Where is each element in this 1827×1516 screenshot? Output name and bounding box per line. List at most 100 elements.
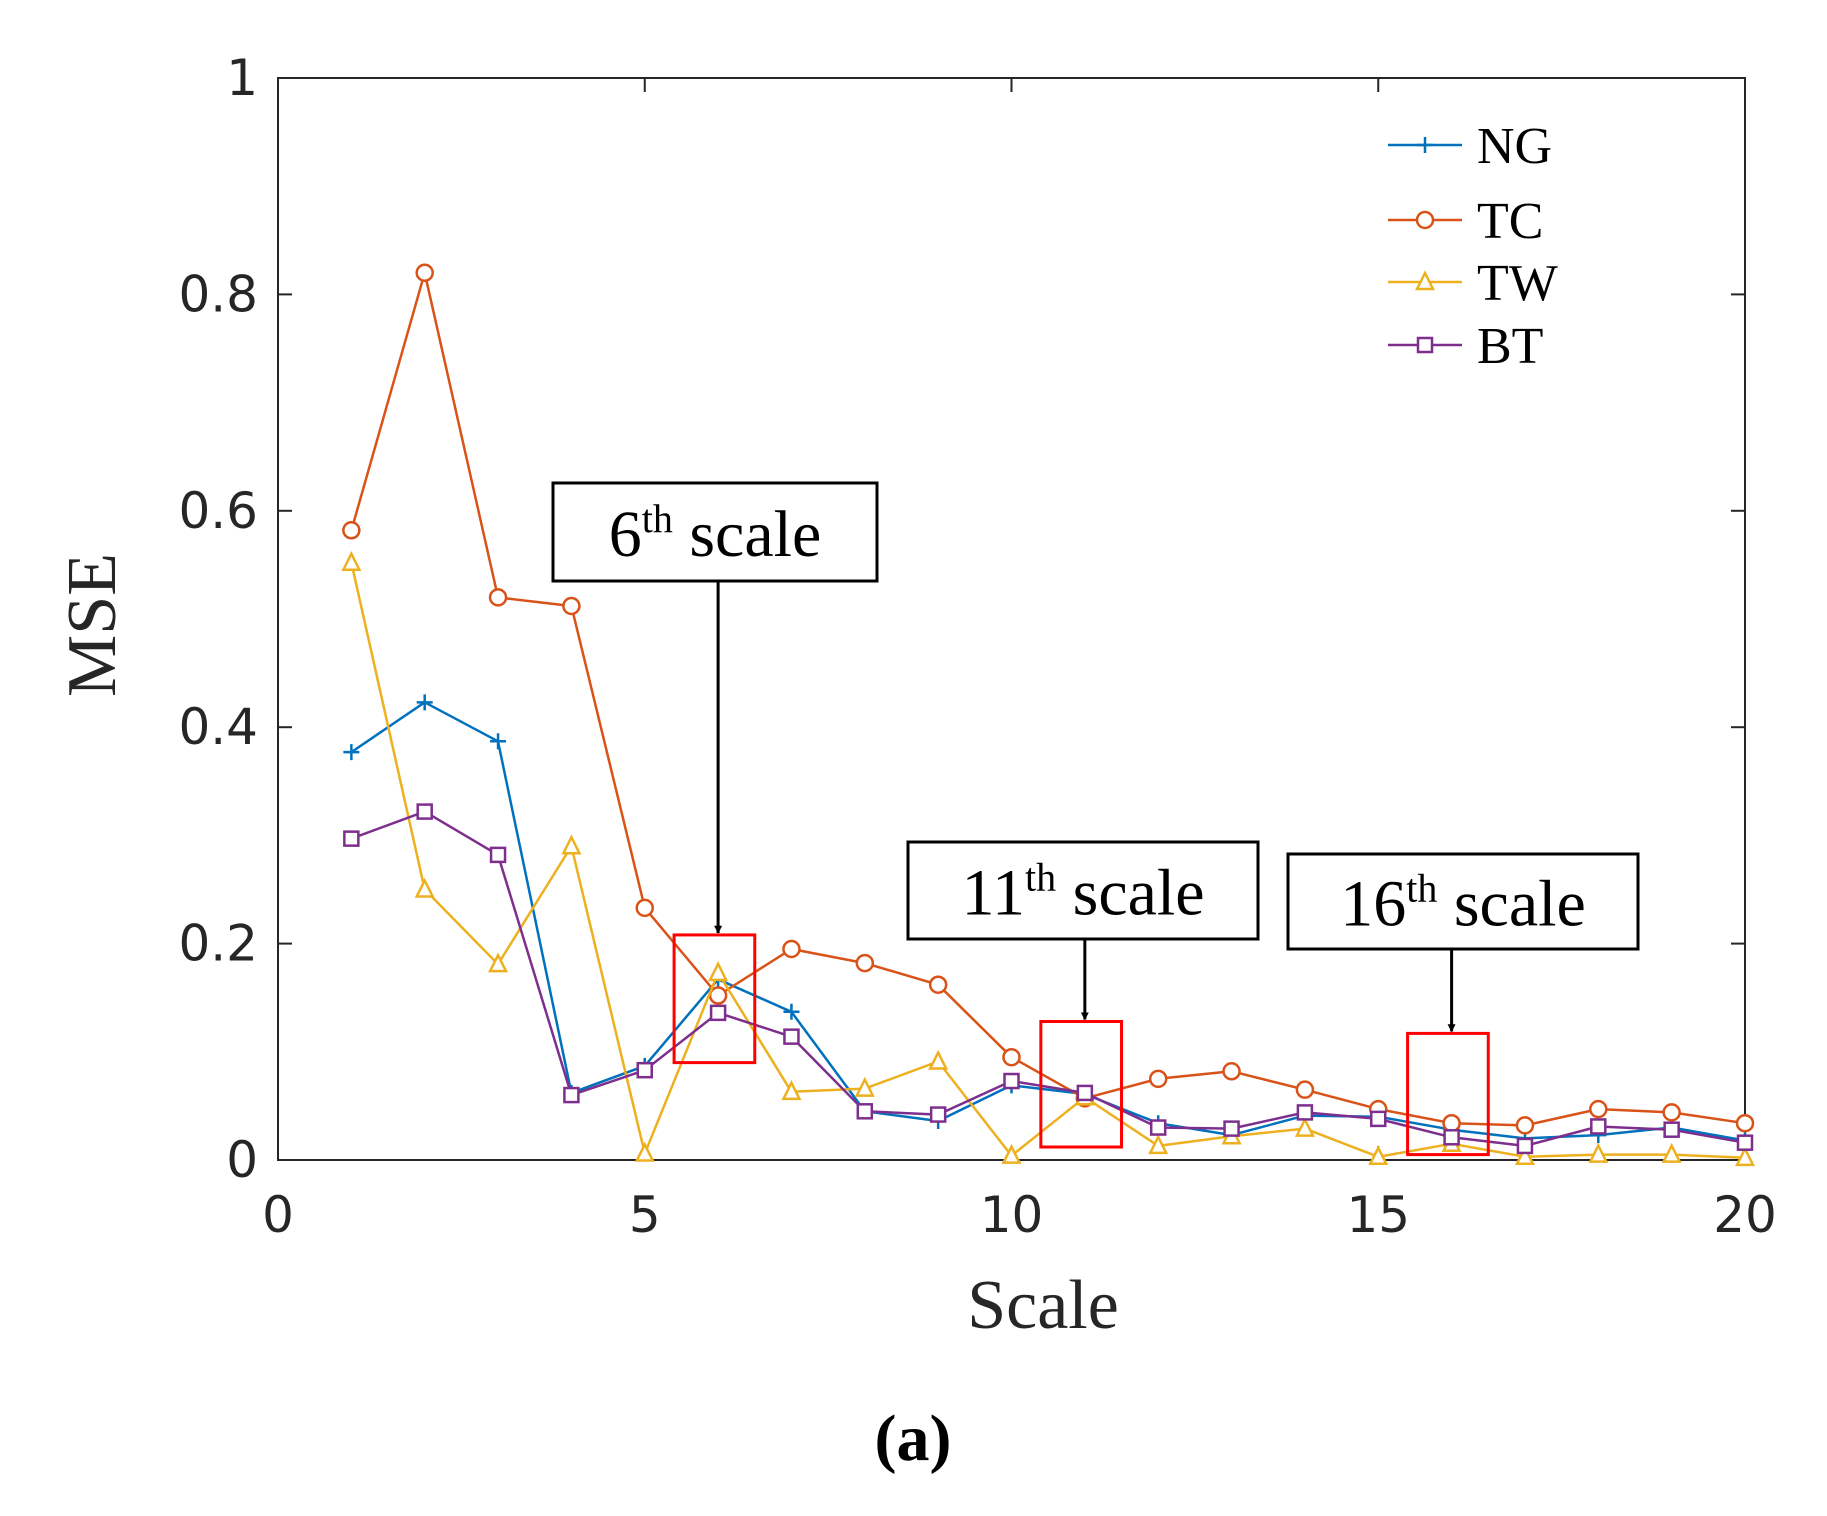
annotation-11: 11th scale [906,840,1260,1021]
data-point-tc [1735,1113,1755,1133]
data-point-tw [1514,1144,1535,1165]
data-point-tw [1588,1142,1609,1163]
annotation-text: scale [673,498,821,571]
data-point-bt [709,1004,727,1022]
data-point-tc [782,939,801,959]
x-axis-label: Scale [967,1267,1119,1344]
highlight-box [1039,1020,1124,1149]
annotation-label: 6th scale [609,496,822,571]
data-point-tc [1148,1069,1168,1089]
series-line-bt [350,810,1746,1148]
data-point-bt [563,1086,580,1104]
data-point-ng [343,744,360,761]
data-point-bt [856,1103,874,1120]
legend-marker [1416,336,1434,354]
data-point-tw [634,1141,655,1162]
data-point-tw [1734,1146,1756,1167]
y-tick-label: 0.8 [178,265,258,323]
y-tick-label: 0 [226,1131,258,1189]
data-point-bt [489,846,507,864]
data-point-bt [1149,1119,1167,1136]
annotation-text: scale [1056,857,1204,930]
annotation-number: 16 [1340,868,1406,941]
data-point-bt [1223,1120,1240,1137]
data-point-bt [1516,1137,1534,1155]
data-point-tc [488,588,508,607]
data-point-tw [928,1049,949,1070]
data-point-tc [635,898,654,918]
legend-item-tc: TC [1388,193,1543,250]
data-point-tc [1222,1062,1241,1081]
data-point-tc [1002,1047,1021,1067]
data-point-tc [1515,1116,1535,1135]
y-tick-label: 0.2 [178,915,258,973]
data-point-bt [343,830,360,847]
axis-ticks: 0 5 10 15 20 0 0.2 0.4 0.6 0.8 1 [178,49,1776,1244]
annotation-box [1286,852,1640,951]
data-point-tw [561,834,582,855]
annotation-label: 16th scale [1340,866,1586,941]
data-point-bt [1076,1084,1094,1102]
annotation-16: 16th scale [1286,852,1640,1033]
annotation-box [551,481,879,583]
annotation-text: scale [1437,868,1585,941]
data-point-tw [1661,1142,1682,1163]
data-point-bt [929,1106,947,1123]
data-point-tw [708,961,729,982]
data-point-tc [342,521,361,540]
annotation-superscript: th [642,496,673,541]
legend-marker [1414,270,1436,291]
highlight-box [1406,1031,1490,1157]
legend-label: BT [1477,318,1543,375]
data-point-tc [1442,1113,1461,1133]
x-tick-label: 0 [262,1186,294,1244]
data-point-tw [341,550,362,571]
x-tick-label: 15 [1346,1186,1410,1244]
series-line-ng [350,701,1746,1142]
panel-label: (a) [875,1402,952,1475]
legend-label: NG [1477,118,1552,175]
data-point-bt [1663,1121,1680,1138]
data-point-tw [1294,1116,1315,1137]
highlight-box [672,933,757,1065]
data-point-tc [1589,1099,1608,1119]
y-tick-label: 0.4 [178,698,258,756]
legend-item-ng: NG [1388,118,1552,175]
annotation-box [906,840,1260,941]
series-line-tw [350,562,1746,1160]
data-point-bt [416,803,433,820]
y-axis-label: MSE [54,553,131,697]
data-point-tw [488,952,509,973]
x-tick-label: 20 [1713,1186,1777,1244]
data-point-ng [416,694,433,711]
data-point-bt [783,1028,800,1045]
highlight-layer [672,933,1490,1157]
series-tc [342,263,1755,1135]
data-point-tw [854,1076,875,1097]
data-point-ng [490,733,507,750]
data-point-tw [1148,1134,1169,1155]
legend-marker [1417,137,1433,153]
legend-label: TC [1477,193,1543,250]
series-line-tc [350,271,1746,1127]
data-point-bt [1296,1104,1314,1121]
annotation-number: 6 [609,498,642,571]
data-point-bt [1370,1110,1387,1128]
series-layer [341,263,1756,1167]
data-point-tw [781,1080,802,1101]
data-point-bt [1736,1134,1754,1151]
data-point-bt [1590,1118,1607,1135]
legend-item-bt: BT [1388,318,1543,375]
data-point-tc [855,953,875,973]
data-point-tc [708,986,728,1005]
x-tick-label: 5 [629,1186,661,1244]
data-point-tw [414,877,435,898]
data-point-tc [1295,1080,1315,1099]
legend-marker [1415,210,1435,230]
annotation-superscript: th [1025,855,1056,900]
annotation-superscript: th [1406,866,1437,911]
data-point-tc [415,263,434,283]
